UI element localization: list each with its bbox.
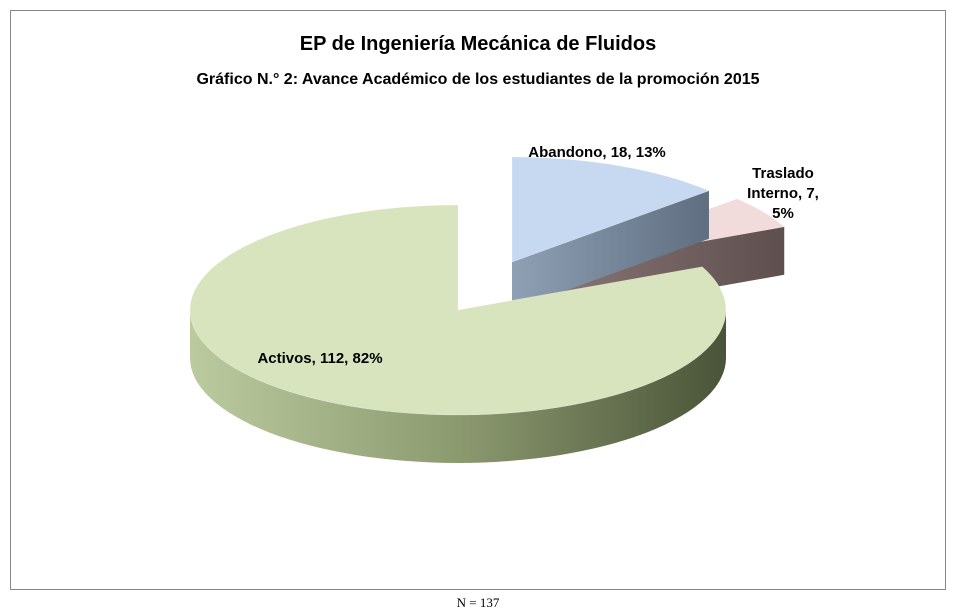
data-label: Activos, 112, 82% [257,350,383,367]
slice-wall [512,190,709,310]
slice [189,204,727,416]
data-label: Traslado Interno, 7, 5% [747,165,819,222]
chart-title: EP de Ingeniería Mecánica de Fluidos [300,33,656,55]
chart-subtitle: Gráfico N.° 2: Avance Académico de los e… [196,71,759,88]
slice-side [190,310,726,463]
slice [511,156,710,263]
chart-border [10,10,946,590]
footnote: N = 137 [456,595,500,610]
data-label: Abandono, 18, 13% [528,144,666,161]
